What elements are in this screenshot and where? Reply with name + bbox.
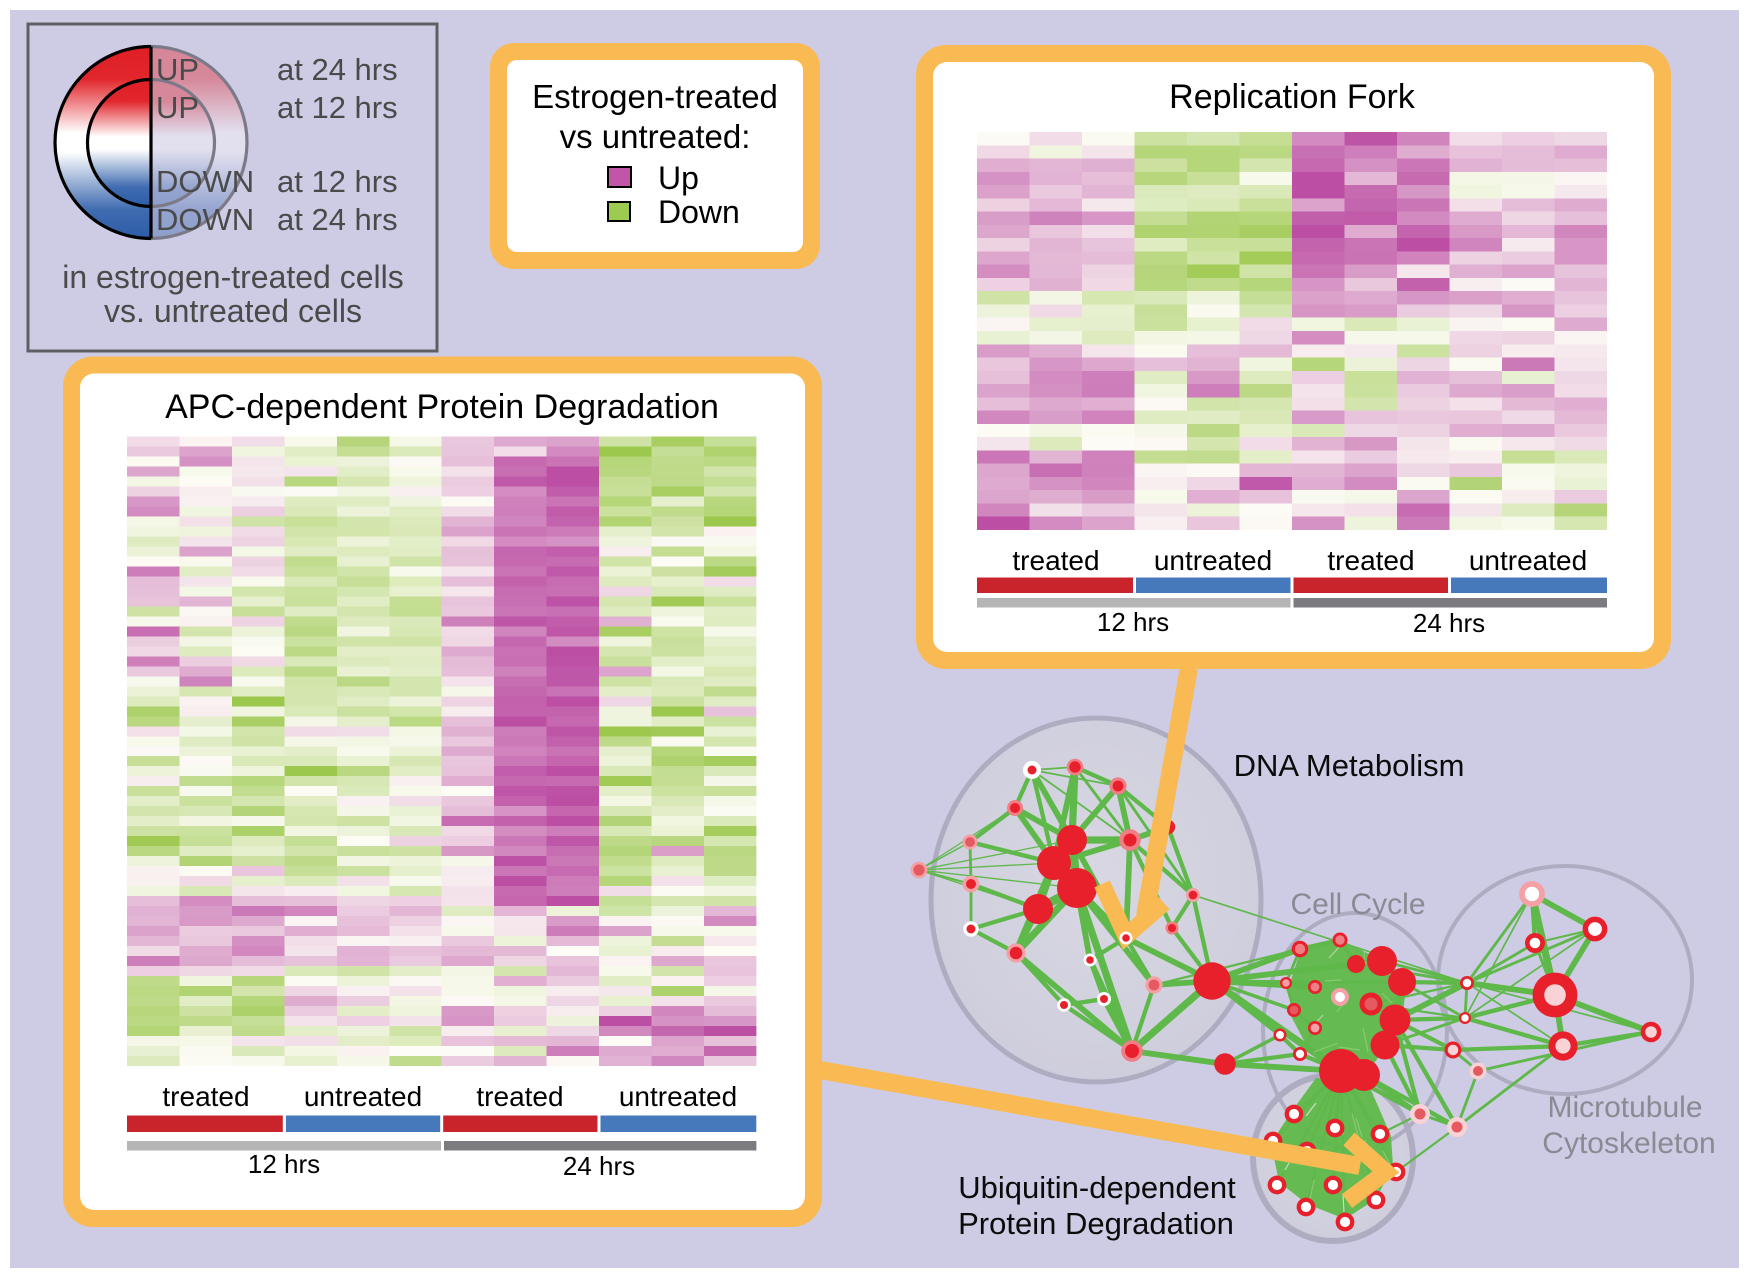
svg-text:treated: treated xyxy=(162,1081,249,1112)
svg-text:Cytoskeleton: Cytoskeleton xyxy=(1542,1127,1715,1160)
svg-text:untreated: untreated xyxy=(304,1081,422,1112)
svg-text:untreated: untreated xyxy=(619,1081,737,1112)
svg-text:at 12 hrs: at 12 hrs xyxy=(277,164,398,199)
svg-text:untreated: untreated xyxy=(1154,545,1272,576)
svg-text:Replication Fork: Replication Fork xyxy=(1169,78,1416,116)
svg-text:at 24 hrs: at 24 hrs xyxy=(277,202,398,237)
svg-text:Ubiquitin-dependent: Ubiquitin-dependent xyxy=(958,1170,1236,1205)
svg-text:Up: Up xyxy=(658,160,699,196)
svg-text:12 hrs: 12 hrs xyxy=(248,1149,320,1179)
svg-text:24 hrs: 24 hrs xyxy=(1413,608,1485,638)
svg-text:DNA Metabolism: DNA Metabolism xyxy=(1234,748,1465,783)
svg-text:untreated: untreated xyxy=(1469,545,1587,576)
svg-text:Microtubule: Microtubule xyxy=(1547,1091,1702,1124)
svg-text:treated: treated xyxy=(1327,545,1414,576)
svg-text:DOWN: DOWN xyxy=(156,164,254,199)
svg-text:12 hrs: 12 hrs xyxy=(1097,607,1169,637)
svg-text:in estrogen-treated cells: in estrogen-treated cells xyxy=(62,259,404,295)
svg-text:24 hrs: 24 hrs xyxy=(563,1151,635,1181)
svg-text:Estrogen-treated: Estrogen-treated xyxy=(532,78,778,115)
svg-text:Cell Cycle: Cell Cycle xyxy=(1290,888,1425,921)
svg-text:treated: treated xyxy=(1012,545,1099,576)
svg-text:at 12 hrs: at 12 hrs xyxy=(277,90,398,125)
svg-text:Protein Degradation: Protein Degradation xyxy=(958,1206,1234,1241)
svg-text:DOWN: DOWN xyxy=(156,202,254,237)
svg-text:at 24 hrs: at 24 hrs xyxy=(277,52,398,87)
svg-text:vs untreated:: vs untreated: xyxy=(560,118,751,155)
svg-text:Down: Down xyxy=(658,194,740,230)
svg-text:treated: treated xyxy=(476,1081,563,1112)
svg-text:UP: UP xyxy=(156,52,199,87)
svg-text:UP: UP xyxy=(156,90,199,125)
svg-text:APC-dependent Protein Degradat: APC-dependent Protein Degradation xyxy=(165,388,719,426)
svg-text:vs. untreated cells: vs. untreated cells xyxy=(104,293,362,329)
